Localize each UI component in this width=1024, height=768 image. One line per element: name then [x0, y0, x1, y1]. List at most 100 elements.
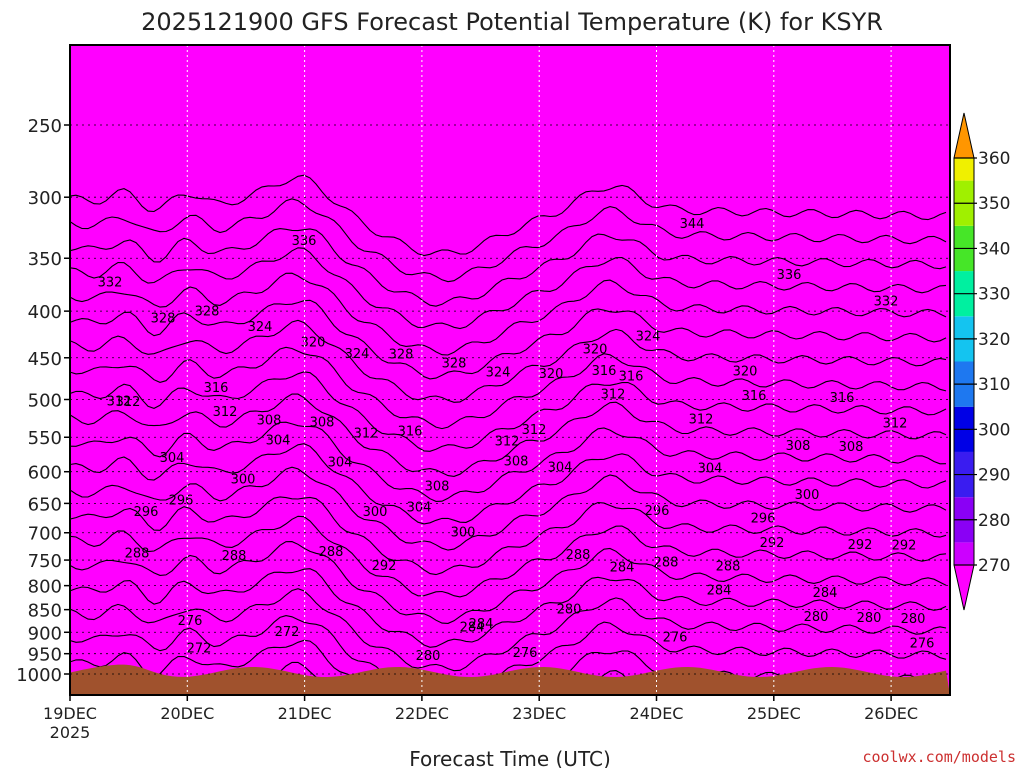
contour-338 — [70, 228, 947, 307]
contour-label: 332 — [874, 294, 899, 309]
contour-label: 312 — [116, 395, 141, 410]
colorbar-label: 330 — [978, 285, 1010, 305]
contour-label: 304 — [698, 461, 723, 476]
y-tick-label: 900 — [28, 623, 62, 644]
contour-label: 308 — [310, 415, 335, 430]
terrain — [70, 664, 950, 695]
contour-326 — [70, 299, 947, 380]
contour-label: 328 — [389, 348, 414, 363]
contour-label: 304 — [407, 501, 432, 516]
y-tick-label: 700 — [28, 524, 62, 545]
plot-frame — [69, 44, 951, 696]
colorbar-cell — [954, 451, 974, 475]
x-tick-label: 23DEC — [512, 704, 566, 723]
contour-label: 304 — [160, 451, 185, 466]
colorbar-cell — [954, 361, 974, 385]
contour-label: 324 — [248, 320, 273, 335]
y-tick-label: 950 — [28, 645, 62, 666]
contour-310 — [70, 393, 947, 477]
contour-label: 280 — [901, 612, 926, 627]
x-axis: 19DEC 20DEC 21DEC 22DEC 23DEC 24DEC 25DEC 26DEC — [43, 695, 918, 723]
colorbar-cell — [954, 316, 974, 339]
contour-278 — [70, 588, 947, 672]
x-year-label: 2025 — [50, 723, 91, 742]
x-tick-label: 21DEC — [278, 704, 332, 723]
contour-label: 296 — [751, 511, 776, 526]
contour-label: 280 — [804, 610, 829, 625]
colorbar-label: 300 — [978, 420, 1010, 440]
contour-label: 316 — [204, 381, 229, 396]
colorbar: 270 280 290 300 310 320 330 340 350 360 — [953, 112, 1010, 611]
x-tick-label: 26DEC — [864, 704, 918, 723]
contour-label: 292 — [892, 539, 917, 554]
contour-298 — [70, 466, 947, 551]
contour-label: 324 — [345, 347, 370, 362]
plot-area: 332 328 336 328 324 320 344 336 332 328 324 324 328 3… — [70, 45, 950, 695]
colorbar-label: 340 — [978, 239, 1010, 259]
contour-294 — [70, 496, 947, 576]
contour-label: 320 — [539, 367, 564, 382]
contour-314 — [70, 371, 947, 452]
contour-306 — [70, 421, 947, 502]
contour-label: 308 — [257, 413, 282, 428]
contour-label: 308 — [786, 439, 811, 454]
contour-label: 312 — [495, 434, 520, 449]
y-tick-label: 500 — [28, 391, 62, 412]
contour-label: 308 — [425, 479, 450, 494]
contour-label: 344 — [680, 217, 705, 232]
contour-label: 284 — [460, 620, 485, 635]
contour-label: 284 — [813, 586, 838, 601]
contour-label: 316 — [398, 425, 423, 440]
contour-label: 312 — [354, 426, 379, 441]
colorbar-cell — [954, 248, 974, 272]
contour-label: 292 — [760, 536, 785, 551]
contour-label: 308 — [504, 455, 529, 470]
colorbar-cell — [954, 384, 974, 407]
y-tick-label: 850 — [28, 601, 62, 622]
contour-label: 316 — [742, 389, 767, 404]
colorbar-cell — [954, 293, 974, 317]
contour-label: 312 — [107, 394, 132, 409]
contour-label: 288 — [319, 545, 344, 560]
x-tick-label: 22DEC — [395, 704, 449, 723]
contour-302 — [70, 443, 947, 525]
colorbar-high-triangle — [953, 112, 975, 159]
colorbar-label: 360 — [978, 149, 1010, 169]
contour-label: 324 — [636, 330, 661, 345]
contour-label: 280 — [416, 649, 441, 664]
contour-label: 284 — [707, 584, 732, 599]
contour-286 — [70, 541, 947, 624]
contour-label: 336 — [292, 234, 317, 249]
colorbar-cell — [954, 225, 974, 249]
contour-label: 276 — [663, 630, 688, 645]
y-tick-label: 300 — [28, 188, 62, 209]
x-tick-label: 24DEC — [630, 704, 684, 723]
contour-label: 316 — [592, 364, 617, 379]
contour-label: 280 — [857, 611, 882, 626]
contour-label: 328 — [151, 312, 176, 327]
contour-274 — [70, 615, 947, 695]
contour-label: 272 — [187, 642, 212, 657]
contour-label: 312 — [689, 412, 714, 427]
y-tick-label: 600 — [28, 463, 62, 484]
contour-label: 312 — [213, 405, 238, 420]
contour-label: 300 — [363, 505, 388, 520]
y-tick-label: 450 — [28, 349, 62, 370]
contour-346 — [70, 174, 947, 257]
x-axis-title: Forecast Time (UTC) — [409, 747, 611, 768]
contour-label: 316 — [830, 391, 855, 406]
contour-label: 296 — [169, 493, 194, 508]
y-tick-label: 550 — [28, 428, 62, 449]
colorbar-low-triangle — [953, 564, 975, 611]
contour-label: 304 — [548, 461, 573, 476]
contour-label: 300 — [795, 488, 820, 503]
credit-text[interactable]: coolwx.com/models — [862, 748, 1016, 766]
contour-label: 288 — [654, 555, 679, 570]
contour-label: 288 — [716, 559, 741, 574]
contour-label: 304 — [328, 456, 353, 471]
x-tick-label: 25DEC — [747, 704, 801, 723]
contour-334 — [70, 247, 947, 330]
colorbar-label: 310 — [978, 375, 1010, 395]
contour-label: 288 — [566, 548, 591, 563]
contour-label: 332 — [98, 276, 123, 291]
